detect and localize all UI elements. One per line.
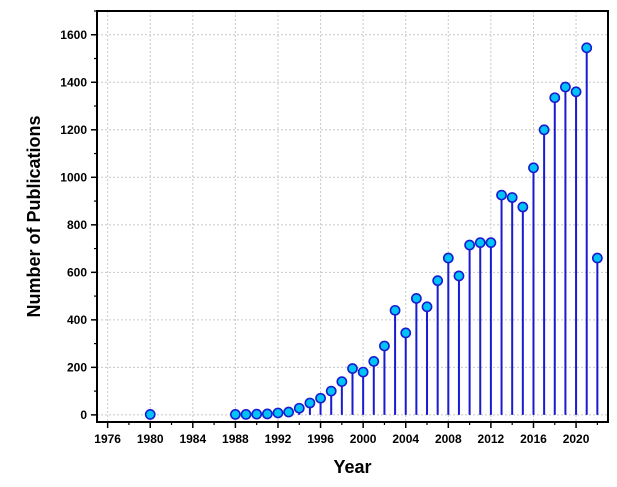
data-point bbox=[293, 402, 305, 414]
y-axis-ticks: 0 200 400 600 800 1000 1200 1400 1600 bbox=[60, 10, 97, 422]
y-tick-label: 1600 bbox=[60, 28, 87, 42]
data-point bbox=[336, 376, 348, 388]
y-tick-label: 1400 bbox=[60, 75, 87, 89]
plot-frame bbox=[96, 10, 609, 423]
y-tick-label: 400 bbox=[67, 313, 87, 327]
data-point bbox=[144, 408, 156, 420]
x-axis-title: Year bbox=[333, 457, 371, 477]
data-point bbox=[400, 327, 412, 339]
data-point bbox=[549, 92, 561, 104]
x-tick-label: 2016 bbox=[520, 432, 547, 446]
x-tick-label: 2020 bbox=[563, 432, 590, 446]
data-point bbox=[570, 86, 582, 98]
data-point bbox=[325, 385, 337, 397]
y-axis-title: Number of Publications bbox=[24, 115, 44, 317]
grid bbox=[97, 11, 608, 422]
y-tick-label: 600 bbox=[67, 265, 87, 279]
data-point bbox=[560, 81, 571, 93]
y-tick-label: 1200 bbox=[60, 123, 87, 137]
data-point bbox=[506, 192, 518, 203]
data-point bbox=[453, 270, 465, 282]
data-point bbox=[357, 366, 369, 378]
data-point bbox=[261, 408, 273, 420]
x-tick-label: 1984 bbox=[179, 432, 206, 446]
data-point bbox=[315, 392, 326, 404]
data-point bbox=[304, 397, 316, 409]
x-tick-label: 1980 bbox=[137, 432, 164, 446]
data-point bbox=[485, 237, 497, 249]
data-point bbox=[283, 406, 295, 418]
x-tick-label: 2000 bbox=[350, 432, 377, 446]
data-point bbox=[528, 162, 539, 174]
x-tick-label: 1992 bbox=[265, 432, 292, 446]
data-point bbox=[517, 201, 529, 213]
data-point bbox=[272, 407, 284, 419]
data-point bbox=[442, 252, 454, 264]
data-point bbox=[379, 340, 390, 352]
data-point bbox=[591, 252, 603, 264]
data-point bbox=[421, 301, 433, 313]
y-tick-label: 1000 bbox=[60, 170, 87, 184]
y-tick-label: 800 bbox=[67, 218, 87, 232]
data-point bbox=[251, 408, 263, 420]
data-points bbox=[144, 42, 603, 420]
x-tick-label: 1976 bbox=[94, 432, 121, 446]
y-tick-label: 200 bbox=[67, 360, 87, 374]
data-point bbox=[538, 124, 550, 136]
x-tick-label: 1996 bbox=[307, 432, 334, 446]
data-point bbox=[410, 293, 422, 304]
data-point bbox=[432, 275, 444, 287]
x-tick-label: 2012 bbox=[478, 432, 505, 446]
data-point bbox=[229, 408, 241, 420]
x-tick-label: 2008 bbox=[435, 432, 462, 446]
data-point bbox=[389, 304, 401, 316]
data-point bbox=[368, 356, 380, 367]
x-axis-ticks: 1976 1980 1984 1988 1992 1996 2000 2004 2008 2012… bbox=[94, 422, 598, 446]
x-tick-label: 1988 bbox=[222, 432, 249, 446]
x-tick-label: 2004 bbox=[392, 432, 419, 446]
data-point bbox=[347, 363, 358, 374]
y-tick-label: 0 bbox=[80, 408, 87, 422]
data-point bbox=[496, 189, 507, 201]
data-point bbox=[240, 408, 252, 420]
data-point bbox=[464, 239, 476, 251]
data-point bbox=[474, 237, 486, 249]
data-point bbox=[581, 42, 593, 54]
